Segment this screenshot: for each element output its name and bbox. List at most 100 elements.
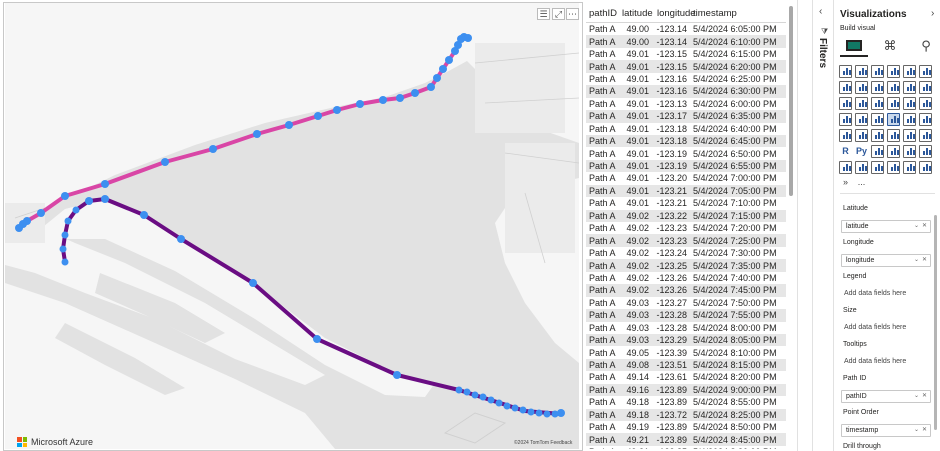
- paginated-report-icon[interactable]: [855, 161, 868, 174]
- python-visual-icon[interactable]: Py: [855, 145, 868, 158]
- stacked-column-icon[interactable]: [855, 65, 868, 78]
- shape-map-icon[interactable]: [871, 113, 884, 126]
- table-row[interactable]: Path A 49.01 -123.17 5/4/2024 6:35:00 PM: [586, 110, 786, 123]
- decomposition-tree-icon[interactable]: [887, 145, 900, 158]
- waterfall-icon[interactable]: [839, 97, 852, 110]
- table-row[interactable]: Path A 49.14 -123.61 5/4/2024 8:20:00 PM: [586, 371, 786, 383]
- table-row[interactable]: Path A 49.01 -123.18 5/4/2024 6:40:00 PM: [586, 123, 786, 135]
- table-row[interactable]: Path A 49.02 -123.22 5/4/2024 7:15:00 PM: [586, 209, 786, 222]
- table-row[interactable]: Path A 49.03 -123.28 5/4/2024 7:55:00 PM: [586, 309, 786, 322]
- remove-field-icon[interactable]: ✕: [921, 257, 927, 263]
- line-chart-icon[interactable]: [839, 81, 852, 94]
- column-header[interactable]: latitude: [622, 8, 653, 19]
- table-row[interactable]: Path A 49.00 -123.14 5/4/2024 6:05:00 PM: [586, 23, 786, 35]
- column-header[interactable]: longitude: [657, 8, 696, 19]
- table-row[interactable]: Path A 49.02 -123.24 5/4/2024 7:30:00 PM: [586, 247, 786, 259]
- focus-mode-icon[interactable]: ⤢: [552, 8, 565, 20]
- table-scrollbar[interactable]: [789, 6, 793, 196]
- filter-visual-icon[interactable]: ☰: [537, 8, 550, 20]
- arcgis-icon[interactable]: [903, 113, 916, 126]
- gauge-icon[interactable]: [919, 113, 932, 126]
- more-options-icon[interactable]: ⋯: [566, 8, 579, 20]
- power-apps-icon[interactable]: [871, 161, 884, 174]
- matrix-icon[interactable]: [919, 129, 932, 142]
- field-pill[interactable]: longitude ⌄ ✕: [841, 254, 931, 267]
- azure-map-icon[interactable]: [887, 113, 900, 126]
- custom-visual-icon[interactable]: [903, 161, 916, 174]
- 100-bar-icon[interactable]: [903, 65, 916, 78]
- map-canvas[interactable]: [5, 3, 579, 449]
- kpi-icon[interactable]: [871, 129, 884, 142]
- table-row[interactable]: Path A 49.01 -123.21 5/4/2024 7:10:00 PM: [586, 197, 786, 209]
- table-row[interactable]: Path A 49.01 -123.19 5/4/2024 6:55:00 PM: [586, 159, 786, 173]
- filters-pane[interactable]: ‹ ⧩ Filters: [812, 0, 834, 451]
- table-row[interactable]: Path A 49.01 -123.20 5/4/2024 7:00:00 PM: [586, 172, 786, 184]
- get-more-visuals-icon[interactable]: »: [839, 177, 852, 190]
- add-field-drop-zone[interactable]: Add data fields here: [841, 322, 931, 335]
- map-attribution[interactable]: ©2024 TomTom Feedback: [514, 440, 573, 446]
- map-icon[interactable]: [839, 113, 852, 126]
- field-pill[interactable]: pathID ⌄ ✕: [841, 390, 931, 403]
- format-visual-tab[interactable]: ⌘: [876, 35, 904, 57]
- stacked-area-icon[interactable]: [871, 81, 884, 94]
- table-visual[interactable]: pathID latitude longitude timestamp Path…: [586, 5, 786, 449]
- map-visual[interactable]: ☰ ⤢ ⋯ Microsoft Azure ©2024 TomTom Feedb…: [5, 3, 579, 449]
- clustered-bar-icon[interactable]: [871, 65, 884, 78]
- funnel-icon[interactable]: [855, 97, 868, 110]
- build-visual-tab[interactable]: [840, 35, 868, 57]
- chevron-down-icon[interactable]: ⌄: [913, 427, 919, 433]
- more-visuals-icon[interactable]: ...: [855, 177, 868, 190]
- line-clustered-icon[interactable]: [903, 81, 916, 94]
- table-row[interactable]: Path A 49.01 -123.15 5/4/2024 6:20:00 PM: [586, 60, 786, 73]
- chevron-down-icon[interactable]: ⌄: [913, 257, 919, 263]
- slicer-icon[interactable]: [887, 129, 900, 142]
- analytics-tab[interactable]: ⚲: [912, 35, 940, 57]
- pie-chart-icon[interactable]: [887, 97, 900, 110]
- multi-row-card-icon[interactable]: [855, 129, 868, 142]
- clustered-column-icon[interactable]: [887, 65, 900, 78]
- table-row[interactable]: Path A 49.16 -123.89 5/4/2024 9:00:00 PM: [586, 383, 786, 397]
- table-row[interactable]: Path A 49.19 -123.89 5/4/2024 8:50:00 PM: [586, 421, 786, 433]
- table-row[interactable]: Path A 49.03 -123.28 5/4/2024 8:00:00 PM: [586, 322, 786, 334]
- scatter-icon[interactable]: [871, 97, 884, 110]
- card-icon[interactable]: [839, 129, 852, 142]
- power-automate-icon[interactable]: [887, 161, 900, 174]
- 100-column-icon[interactable]: [919, 65, 932, 78]
- table-row[interactable]: Path A 49.01 -123.16 5/4/2024 6:30:00 PM: [586, 85, 786, 98]
- table-row[interactable]: Path A 49.02 -123.23 5/4/2024 7:25:00 PM: [586, 234, 786, 247]
- table-row[interactable]: Path A 49.03 -123.27 5/4/2024 7:50:00 PM: [586, 297, 786, 309]
- table-row[interactable]: Path A 49.21 -123.89 5/4/2024 8:45:00 PM: [586, 433, 786, 446]
- ribbon-chart-icon[interactable]: [919, 81, 932, 94]
- table-row[interactable]: Path A 49.05 -123.39 5/4/2024 8:10:00 PM: [586, 346, 786, 358]
- chevron-down-icon[interactable]: ⌄: [913, 223, 919, 229]
- collapse-chevron-icon[interactable]: ‹: [819, 6, 823, 17]
- table-row[interactable]: Path A 49.01 -123.13 5/4/2024 6:00:00 PM: [586, 98, 786, 110]
- table-row[interactable]: Path A 49.02 -123.23 5/4/2024 7:20:00 PM: [586, 222, 786, 234]
- add-field-drop-zone[interactable]: Add data fields here: [841, 288, 931, 301]
- table-row[interactable]: Path A 49.00 -123.14 5/4/2024 6:10:00 PM: [586, 35, 786, 48]
- line-column-icon[interactable]: [887, 81, 900, 94]
- table-row[interactable]: Path A 49.01 -123.21 5/4/2024 7:05:00 PM: [586, 184, 786, 198]
- table-row[interactable]: Path A 49.18 -123.89 5/4/2024 8:55:00 PM: [586, 396, 786, 408]
- add-field-drop-zone[interactable]: Add data fields here: [841, 356, 931, 369]
- table-row[interactable]: Path A 49.01 -123.18 5/4/2024 6:45:00 PM: [586, 134, 786, 148]
- diamond-visual-icon[interactable]: [919, 161, 932, 174]
- table-row[interactable]: Path A 49.01 -123.19 5/4/2024 6:50:00 PM: [586, 147, 786, 159]
- field-pill[interactable]: timestamp ⌄ ✕: [841, 424, 931, 437]
- donut-chart-icon[interactable]: [903, 97, 916, 110]
- table-row[interactable]: Path A 49.08 -123.51 5/4/2024 8:15:00 PM: [586, 358, 786, 372]
- remove-field-icon[interactable]: ✕: [921, 223, 927, 229]
- table-row[interactable]: Path A49.21-123.855/4/2024 8:30:00 PM: [586, 446, 786, 449]
- pane-scrollbar[interactable]: [934, 215, 937, 430]
- narrative-icon[interactable]: [919, 145, 932, 158]
- column-header[interactable]: pathID: [589, 8, 617, 19]
- goals-icon[interactable]: [839, 161, 852, 174]
- table-row[interactable]: Path A 49.02 -123.26 5/4/2024 7:45:00 PM: [586, 284, 786, 297]
- field-pill[interactable]: latitude ⌄ ✕: [841, 220, 931, 233]
- table-row[interactable]: Path A 49.02 -123.25 5/4/2024 7:35:00 PM: [586, 259, 786, 272]
- area-chart-icon[interactable]: [855, 81, 868, 94]
- table-row[interactable]: Path A 49.02 -123.26 5/4/2024 7:40:00 PM: [586, 272, 786, 284]
- table-row[interactable]: Path A 49.03 -123.29 5/4/2024 8:05:00 PM: [586, 333, 786, 347]
- table-icon[interactable]: [903, 129, 916, 142]
- column-header[interactable]: timestamp: [693, 8, 737, 19]
